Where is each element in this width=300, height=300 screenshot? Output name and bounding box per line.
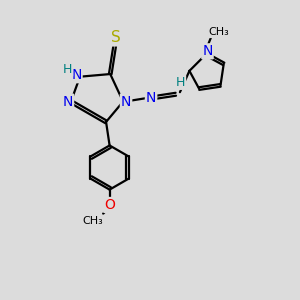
Text: S: S <box>111 30 121 45</box>
Text: N: N <box>71 68 82 82</box>
Text: O: O <box>104 198 115 212</box>
Text: CH₃: CH₃ <box>208 27 229 37</box>
Text: H: H <box>63 63 72 76</box>
Text: H: H <box>176 76 185 89</box>
Text: N: N <box>121 94 131 109</box>
Text: N: N <box>63 94 73 109</box>
Text: CH₃: CH₃ <box>82 215 103 226</box>
Text: N: N <box>202 44 213 58</box>
Text: N: N <box>146 91 156 105</box>
